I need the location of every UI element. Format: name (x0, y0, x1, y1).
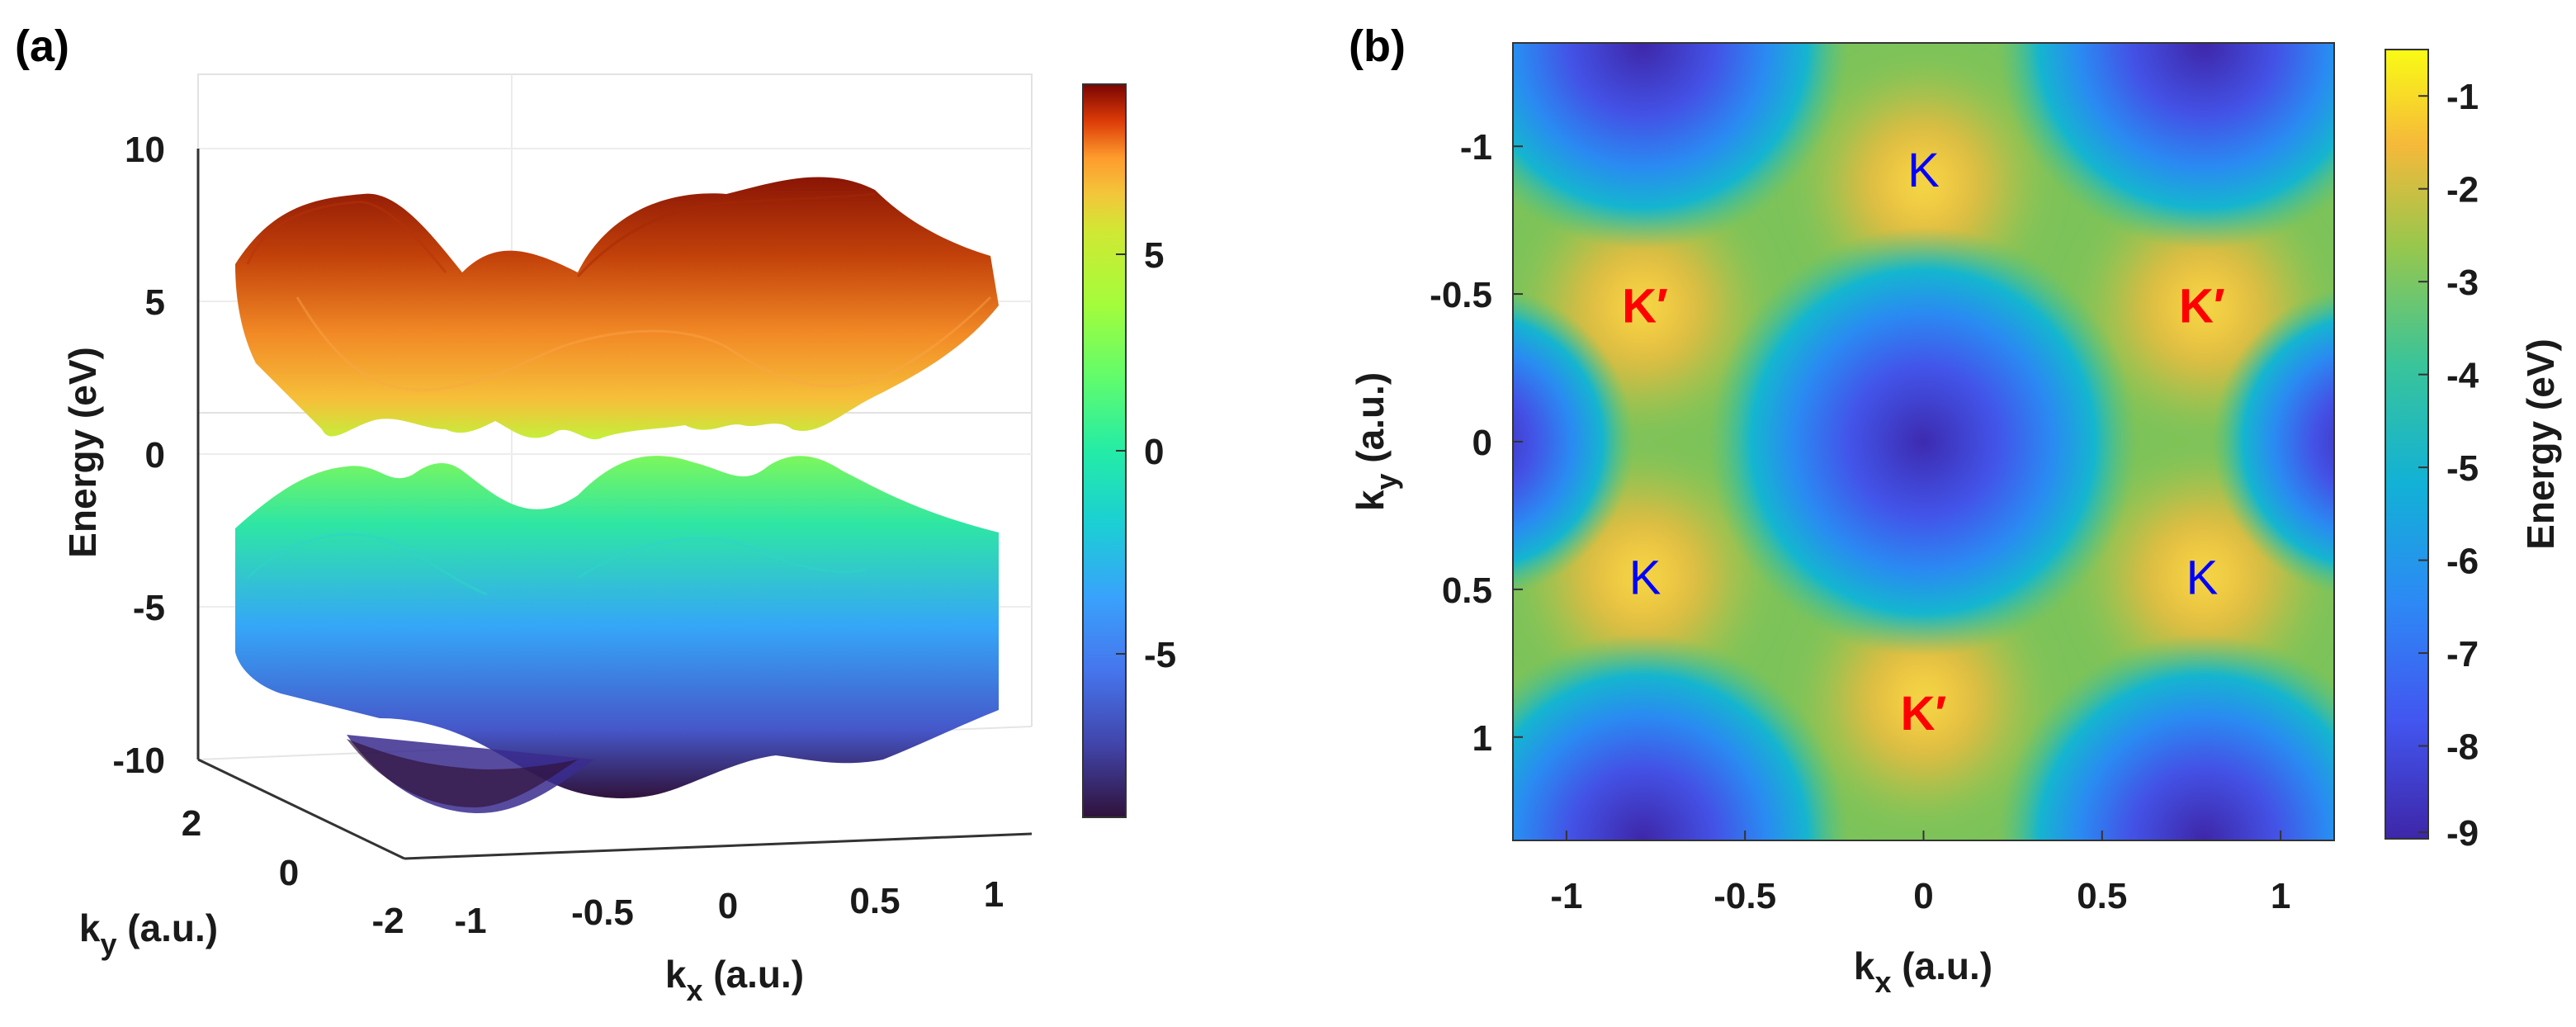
y-tick-label: 0.5 (1442, 570, 1492, 611)
x-tick-label: -0.5 (1713, 876, 1776, 916)
y-tick-label: 1 (1472, 718, 1492, 759)
y-tick: 0 (279, 853, 299, 893)
colorbar-tick-label: -7 (2446, 634, 2479, 674)
panel-b-colorbar (2385, 49, 2429, 840)
panel-a-label: (a) (15, 21, 69, 71)
panel-b-y-ticks: -1 -0.5 0 0.5 1 (1430, 127, 1523, 759)
panel-a-y-ticks: 2 0 -2 (182, 803, 404, 941)
panel-a-x-ticks: -1 -0.5 0 0.5 1 (454, 874, 1004, 941)
panel-b-x-label: kx (a.u.) (1854, 944, 1992, 999)
valley-label: K (1629, 551, 1661, 605)
panel-b-colorbar-label: Energy (eV) (2519, 338, 2562, 550)
y-tick: -2 (371, 901, 404, 941)
colorbar-tick: -5 (1144, 635, 1176, 675)
z-tick: -5 (133, 588, 165, 628)
valence-band-surface (235, 456, 999, 813)
panel-a-x-label: kx (a.u.) (665, 953, 804, 1007)
panel-a-y-label: ky (a.u.) (79, 906, 218, 961)
z-tick: -10 (112, 741, 165, 781)
colorbar-tick-label: -5 (2446, 448, 2479, 489)
valley-label: K′ (1622, 279, 1668, 333)
x-tick: -1 (454, 901, 486, 941)
valley-label: K (1907, 144, 1940, 197)
colorbar-tick-label: -9 (2446, 813, 2479, 854)
z-tick: 10 (125, 130, 165, 170)
x-tick: -0.5 (571, 892, 634, 933)
y-tick: 2 (182, 803, 201, 844)
y-tick-label: -0.5 (1430, 275, 1492, 315)
panel-a-colorbar-ticks: 5 0 -5 (1116, 235, 1176, 675)
x-tick: 0 (718, 886, 738, 926)
panel-b-label: (b) (1349, 21, 1406, 71)
x-tick-label: -1 (1550, 876, 1582, 916)
x-tick-label: 1 (2271, 876, 2290, 916)
colorbar-tick-label: -1 (2446, 77, 2479, 117)
colorbar-tick-label: -4 (2446, 356, 2479, 396)
valley-label: K (2186, 551, 2219, 605)
panel-b-y-label: ky (a.u.) (1349, 372, 1403, 511)
panel-b-annotations: K K′ K′ K K K′ (1622, 144, 2225, 741)
panel-b-heatmap (1513, 43, 2334, 840)
colorbar-tick: 0 (1144, 432, 1164, 472)
x-tick: 0.5 (849, 881, 900, 921)
colorbar-tick-label: -3 (2446, 263, 2479, 303)
panel-a-z-ticks: 10 5 0 -5 -10 (112, 130, 165, 781)
colorbar-tick-label: -2 (2446, 170, 2479, 211)
valley-label: K′ (2179, 279, 2225, 333)
valley-label: K′ (1901, 687, 1947, 741)
conduction-band-surface (235, 177, 999, 440)
colorbar-tick-label: -8 (2446, 727, 2479, 768)
z-tick: 0 (145, 435, 165, 476)
x-tick-label: 0 (1913, 876, 1933, 916)
colorbar-tick: 5 (1144, 235, 1164, 276)
colorbar-tick-label: -6 (2446, 542, 2479, 582)
y-tick-label: -1 (1460, 127, 1492, 168)
panel-b-x-ticks: -1 -0.5 0 0.5 1 (1550, 831, 2290, 916)
panel-a-z-label: Energy (eV) (61, 347, 104, 558)
y-tick-label: 0 (1472, 423, 1492, 463)
x-tick-label: 0.5 (2077, 876, 2127, 916)
x-tick: 1 (984, 874, 1004, 915)
panel-b-colorbar-ticks: -1 -2 -3 -4 -5 -6 -7 -8 -9 (2418, 77, 2479, 854)
z-tick: 5 (145, 282, 165, 323)
